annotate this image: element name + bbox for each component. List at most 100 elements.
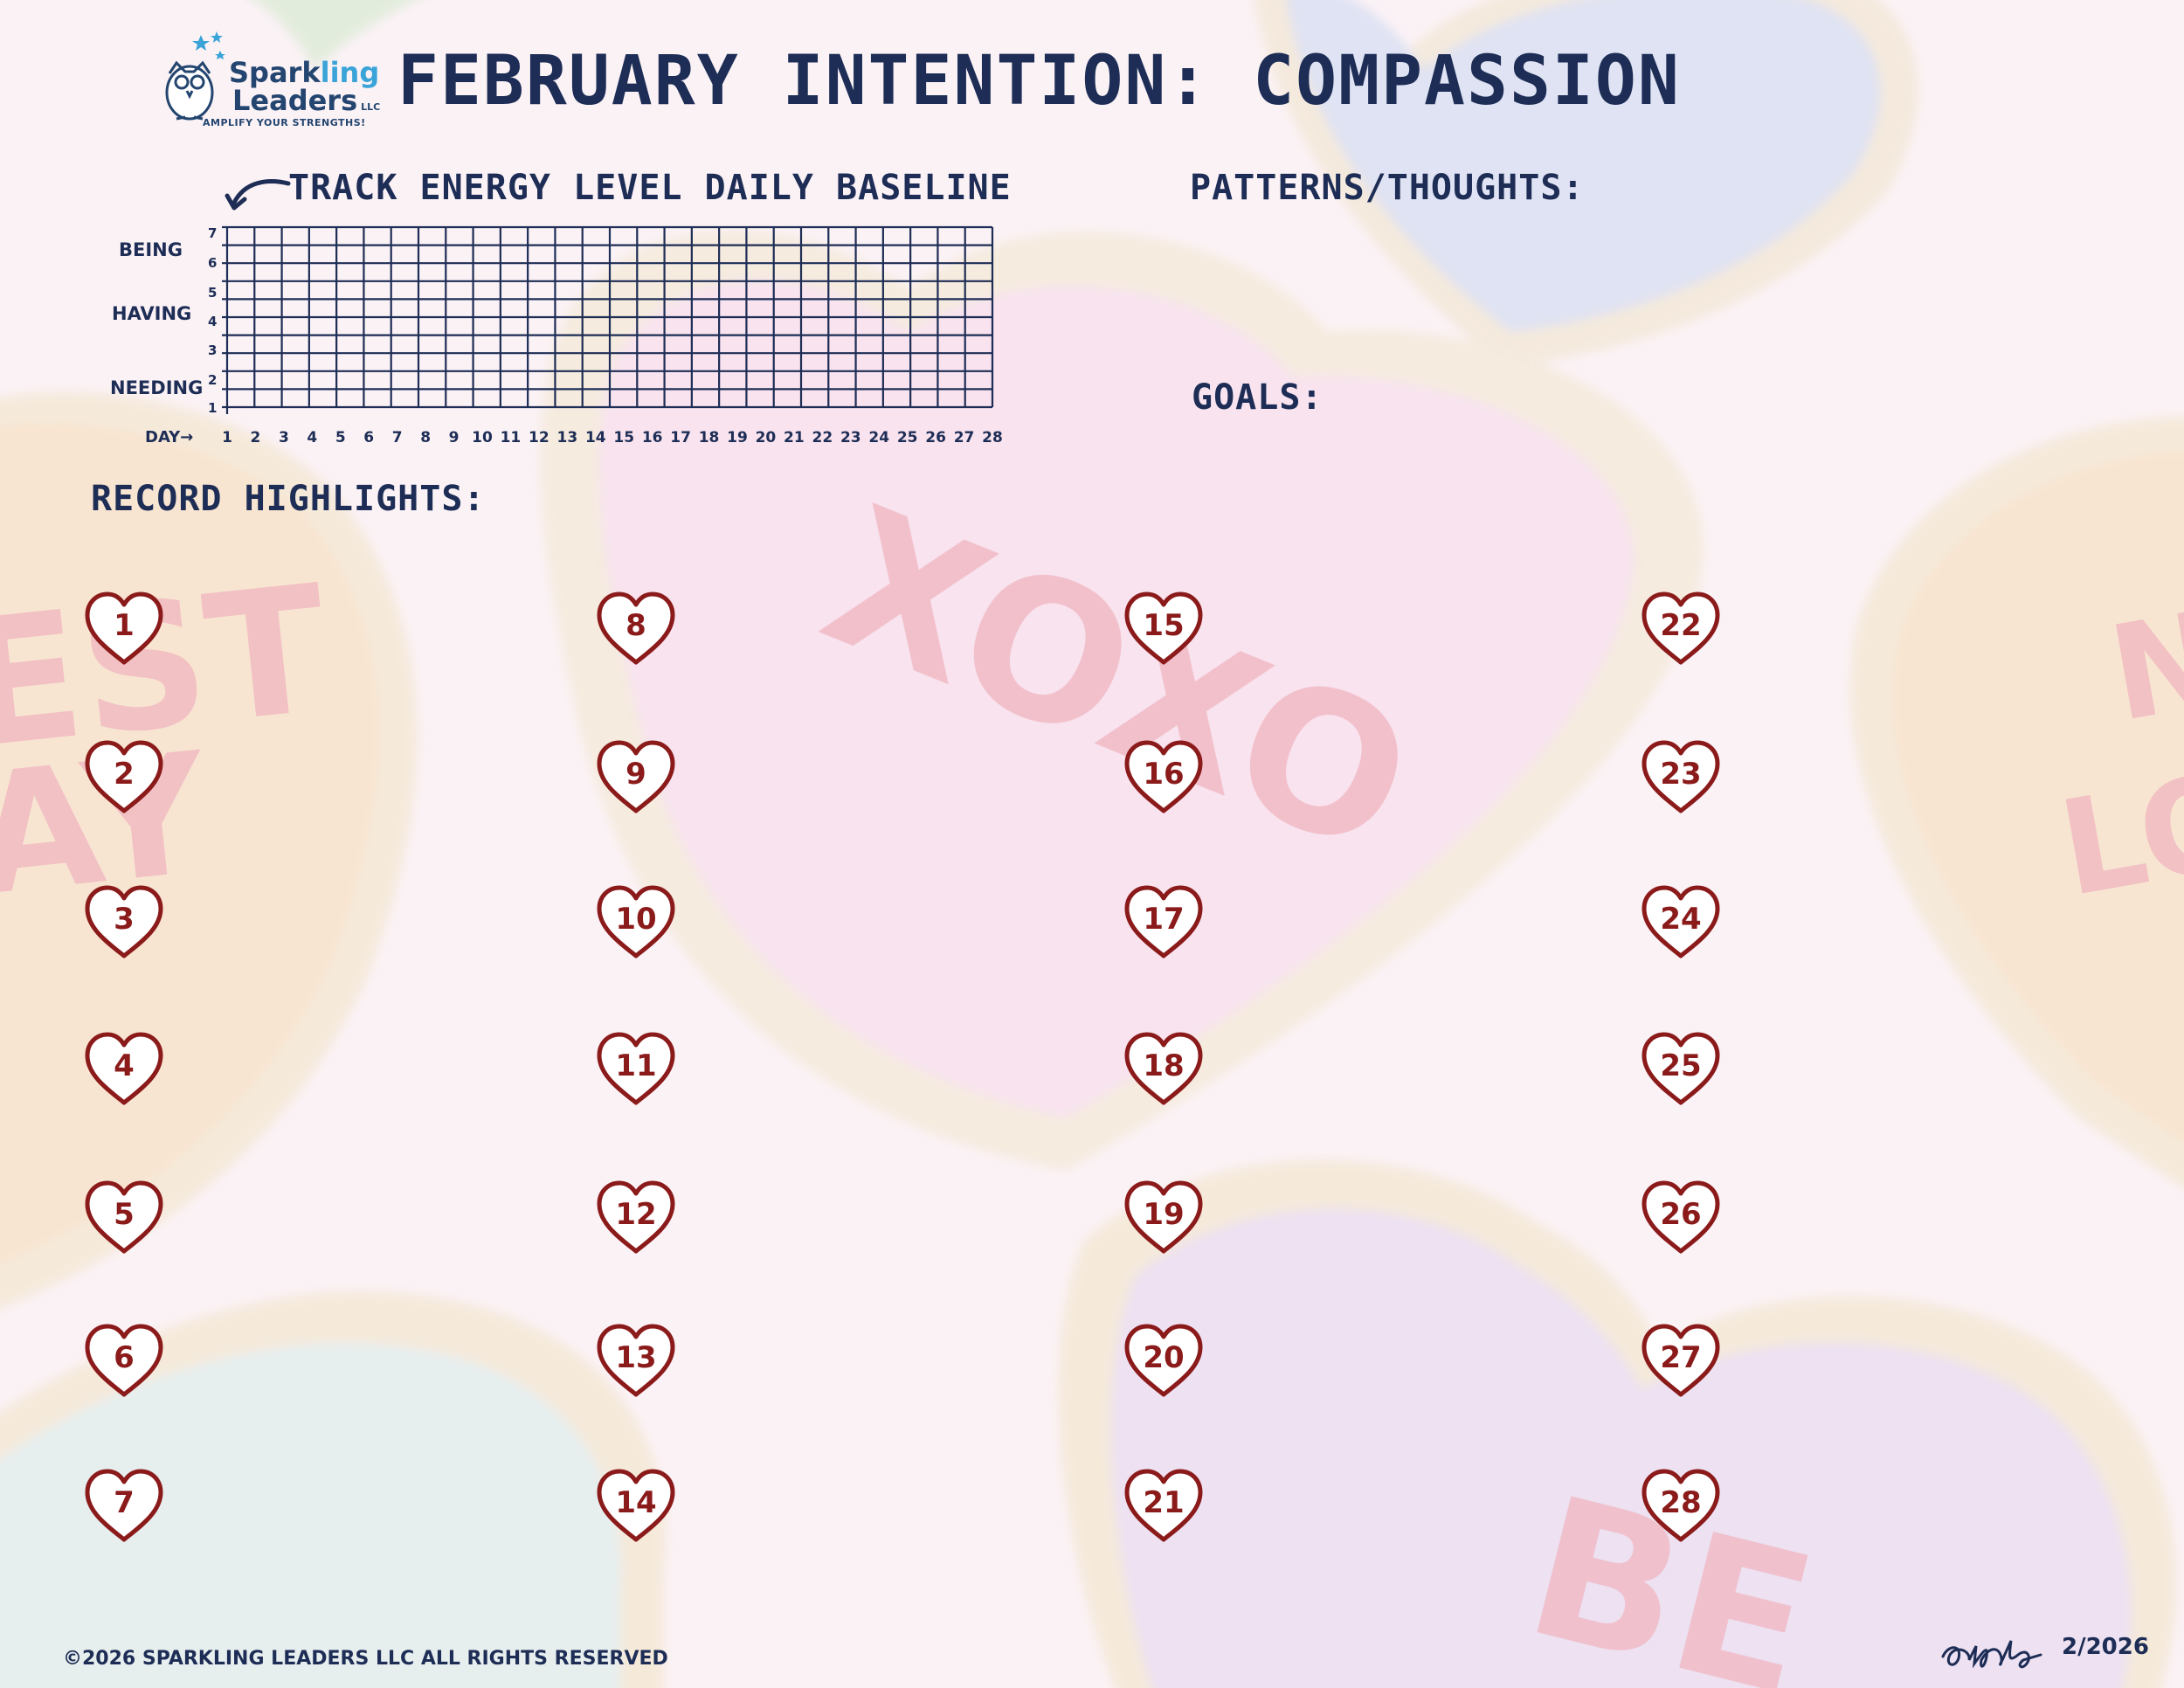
x-tick-label: 6 [363, 429, 374, 446]
goals-heading: GOALS: [1192, 377, 1324, 418]
day-number: 15 [1143, 608, 1185, 643]
heart-icon [1124, 1180, 1203, 1254]
signature-icon [1941, 1640, 2042, 1669]
level-label-needing: NEEDING [110, 377, 203, 398]
x-tick-label: 19 [727, 429, 748, 446]
x-tick-label: 11 [501, 429, 522, 446]
day-number: 19 [1143, 1197, 1185, 1232]
owl-icon [165, 31, 225, 121]
cookie-text-est: EST [0, 548, 336, 788]
day-number: 10 [615, 902, 657, 937]
level-label-having: HAVING [112, 303, 191, 324]
day-axis-label: DAY→ [145, 428, 193, 446]
heart-icon [597, 1032, 675, 1105]
day-heart-5: 5 [80, 1176, 168, 1263]
day-heart-19: 19 [1120, 1176, 1207, 1263]
heart-icon [597, 1324, 675, 1397]
x-tick-label: 26 [925, 429, 946, 446]
record-highlights-heading: RECORD HIGHLIGHTS: [91, 479, 486, 519]
x-tick-label: 25 [897, 429, 918, 446]
day-heart-18: 18 [1120, 1027, 1207, 1115]
x-tick-label: 28 [982, 429, 1003, 446]
day-heart-14: 14 [592, 1464, 680, 1552]
day-heart-11: 11 [592, 1027, 680, 1115]
heart-icon [1641, 1324, 1720, 1397]
logo-tagline: AMPLIFY YOUR STRENGTHS! [203, 117, 366, 128]
x-tick-label: 5 [335, 429, 346, 446]
day-heart-16: 16 [1120, 736, 1207, 823]
heart-icon [1124, 1324, 1203, 1397]
heart-icon [1641, 740, 1720, 813]
copyright-notice: ©2026 SPARKLING LEADERS LLC ALL RIGHTS R… [63, 1648, 668, 1670]
x-tick-label: 1 [222, 429, 232, 446]
day-heart-27: 27 [1637, 1319, 1724, 1407]
y-tick-label: 7 [208, 225, 217, 241]
x-tick-label: 24 [868, 429, 889, 446]
day-number: 7 [114, 1485, 135, 1520]
y-tick-label: 6 [208, 255, 217, 271]
day-number: 3 [114, 902, 135, 937]
heart-icon [1641, 591, 1720, 665]
day-heart-9: 9 [592, 736, 680, 823]
day-number: 28 [1660, 1485, 1702, 1520]
day-number: 26 [1660, 1197, 1702, 1232]
day-number: 11 [615, 1048, 657, 1083]
heart-icon [85, 1469, 163, 1542]
day-number: 13 [615, 1340, 657, 1375]
heart-icon [597, 591, 675, 665]
patterns-thoughts-heading: PATTERNS/THOUGHTS: [1190, 168, 1585, 208]
x-tick-label: 15 [613, 429, 634, 446]
heart-icon [1124, 885, 1203, 958]
x-tick-label: 12 [529, 429, 549, 446]
heart-icon [1641, 1032, 1720, 1105]
x-tick-label: 22 [812, 429, 833, 446]
y-tick-label: 3 [208, 342, 217, 358]
day-number: 20 [1143, 1340, 1185, 1375]
day-number: 22 [1660, 608, 1702, 643]
day-number: 1 [114, 608, 135, 643]
day-number: 18 [1143, 1048, 1185, 1083]
tracker-heading: TRACK ENERGY LEVEL DAILY BASELINE [288, 168, 1012, 208]
y-tick-label: 4 [208, 314, 217, 329]
day-number: 12 [615, 1197, 657, 1232]
heart-icon [1641, 885, 1720, 958]
day-number: 24 [1660, 902, 1702, 937]
day-number: 21 [1143, 1485, 1185, 1520]
heart-icon [85, 591, 163, 665]
day-number: 14 [615, 1485, 657, 1520]
heart-icon [85, 885, 163, 958]
x-tick-label: 8 [420, 429, 431, 446]
logo-word-sparkling: Sparkling [229, 56, 380, 89]
day-number: 2 [114, 757, 135, 792]
x-tick-label: 13 [556, 429, 577, 446]
heart-icon [1124, 1469, 1203, 1542]
x-tick-label: 3 [279, 429, 289, 446]
heart-icon [1641, 1469, 1720, 1542]
day-heart-22: 22 [1637, 587, 1724, 675]
x-tick-label: 18 [699, 429, 720, 446]
heart-icon [597, 1469, 675, 1542]
day-heart-1: 1 [80, 587, 168, 675]
x-tick-label: 20 [756, 429, 777, 446]
heart-icon [85, 740, 163, 813]
company-logo: Sparkling Leaders LLC AMPLIFY YOUR STRENG… [150, 30, 380, 135]
day-number: 4 [114, 1048, 135, 1083]
logo-word-leaders: Leaders LLC [232, 84, 381, 117]
day-heart-12: 12 [592, 1176, 680, 1263]
day-heart-17: 17 [1120, 881, 1207, 968]
heart-icon [85, 1324, 163, 1397]
footer-date: 2/2026 [2062, 1634, 2149, 1660]
curved-arrow-icon [225, 179, 291, 211]
x-tick-label: 21 [784, 429, 805, 446]
heart-icon [85, 1180, 163, 1254]
heart-icon [85, 1032, 163, 1105]
x-tick-label: 9 [449, 429, 460, 446]
x-tick-label: 27 [954, 429, 975, 446]
x-tick-label: 2 [251, 429, 261, 446]
heart-icon [1124, 591, 1203, 665]
x-tick-label: 17 [670, 429, 691, 446]
x-tick-label: 23 [840, 429, 861, 446]
heart-icon [597, 885, 675, 958]
day-heart-24: 24 [1637, 881, 1724, 968]
